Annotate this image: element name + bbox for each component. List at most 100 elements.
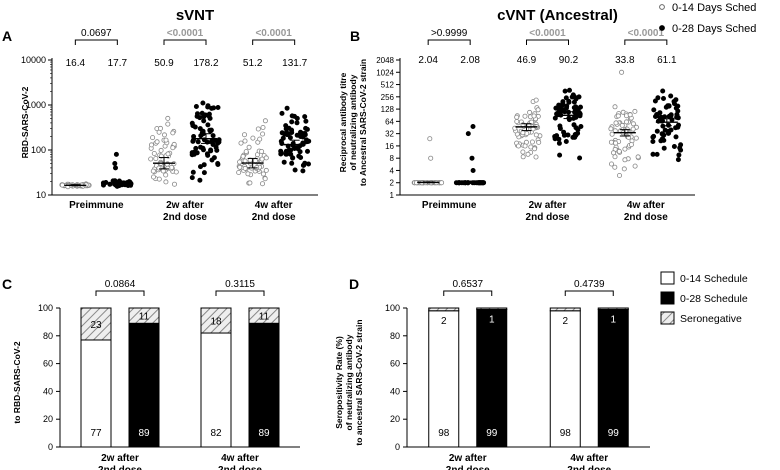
data-point-open [250,135,256,141]
bar-positive-label: 98 [560,428,572,439]
data-point-filled [676,152,682,158]
data-point-open [608,139,614,145]
data-point-filled [190,137,196,143]
data-point-open [624,119,630,125]
data-point-filled [297,149,303,155]
bar-positive-label: 99 [608,428,620,439]
data-point-filled [562,88,568,94]
group-median-label: 2.08 [460,55,480,66]
data-point-filled [289,129,295,135]
data-point-filled [672,101,678,107]
data-point-open [259,181,265,187]
data-point-filled [209,105,215,111]
data-point-open [627,112,633,118]
bar-negative-label: 1 [610,314,616,325]
significance-bracket [74,39,118,45]
x-category-label: 4w after [221,453,259,464]
legend-label: 0-28 Schedule [680,293,748,305]
data-point-filled [215,105,221,111]
data-point-open [514,119,520,125]
bar-positive-label: 89 [258,428,270,439]
data-point-open [619,69,625,75]
x-category-label: 2nd dose [98,465,142,470]
data-point-filled [289,119,295,125]
data-point-filled [113,151,119,157]
x-category-label: 2nd dose [624,212,668,223]
data-point-open [524,130,530,136]
data-point-filled [578,124,584,130]
bar-negative-label: 11 [139,312,150,323]
data-point-filled [214,147,220,153]
data-point-open [533,154,539,160]
data-point-open [163,137,169,143]
y-tick-label: 2 [390,179,395,188]
y-axis-label: Reciprocal antibody titre [338,72,348,172]
bar-positive-label: 99 [486,428,498,439]
y-tick-label: 40 [390,386,400,396]
bar-negative-label: 11 [259,312,270,323]
legend-swatch [660,311,675,325]
y-tick-label: 1024 [376,68,394,77]
data-point-filled [292,167,298,173]
data-point-filled [668,127,674,133]
legend-swatch [660,271,675,285]
data-point-filled [288,151,294,157]
data-point-open [157,125,163,131]
data-point-open [632,108,638,114]
data-point-filled [193,145,199,151]
data-point-open [525,151,531,157]
data-point-filled [201,114,207,120]
data-point-open [520,130,526,136]
data-point-filled [563,95,569,101]
data-point-filled [305,161,311,167]
data-point-open [617,172,623,178]
legend-label: 0-14 Days Sched [672,2,756,14]
data-point-filled [650,151,656,157]
data-point-filled [660,88,666,94]
p-value-label: <0.0001 [255,28,292,39]
p-value-label: <0.0001 [529,28,566,39]
data-point-filled [200,100,206,106]
y-axis-label: to Ancestral SARS-CoV-2 strain [358,59,368,186]
data-point-open [520,149,526,155]
data-point-filled [195,139,201,145]
y-tick-label: 80 [43,331,53,341]
data-point-filled [128,182,134,188]
significance-bracket [443,290,493,296]
data-point-filled [189,175,195,181]
legend-bottom: 0-14 Schedule 0-28 Schedule Seronegative [660,271,748,325]
data-point-open [514,114,520,120]
data-point-open [522,113,528,119]
data-point-open [260,125,266,131]
data-point-open [156,165,162,171]
y-tick-label: 100 [385,303,400,313]
data-point-open [236,169,242,175]
data-point-open [262,118,268,124]
data-point-open [609,131,615,137]
data-point-open [163,172,169,178]
y-tick-label: 60 [43,359,53,369]
data-point-open [632,163,638,169]
data-point-filled [205,122,211,128]
data-point-filled [200,145,206,151]
data-point-open [516,143,522,149]
bar-positive-segment [200,332,232,448]
significance-bracket [624,39,668,45]
data-point-open [533,97,539,103]
data-point-filled [201,162,207,168]
x-category-label: 2w after [101,453,139,464]
data-point-filled [205,152,211,158]
data-point-filled [189,152,195,158]
panel-label: A [2,28,12,44]
data-point-filled [572,131,578,137]
bar-seronegative-segment [597,307,629,310]
data-point-open [237,164,243,170]
data-point-filled [675,108,681,114]
y-tick-label: 100 [38,303,53,313]
data-point-filled [560,99,566,105]
data-point-filled [210,133,216,139]
data-point-open [242,165,248,171]
group-median-label: 90.2 [559,55,579,66]
y-tick-label: 10000 [21,55,46,65]
